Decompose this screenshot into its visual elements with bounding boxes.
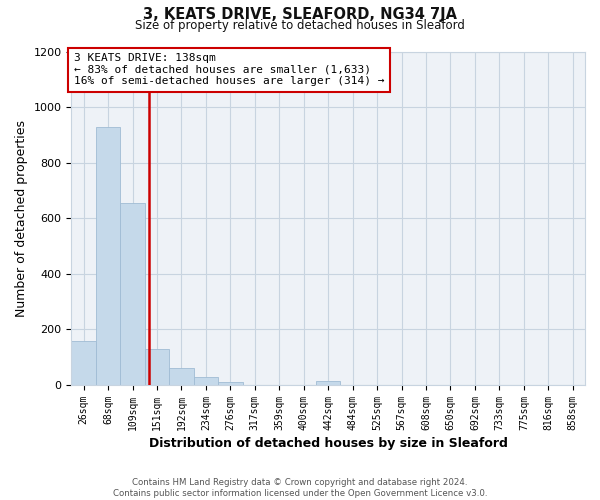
Bar — [194, 378, 218, 385]
Bar — [96, 126, 121, 385]
Bar — [121, 203, 145, 385]
Text: 3, KEATS DRIVE, SLEAFORD, NG34 7JA: 3, KEATS DRIVE, SLEAFORD, NG34 7JA — [143, 8, 457, 22]
Bar — [71, 340, 96, 385]
Bar — [145, 349, 169, 385]
Y-axis label: Number of detached properties: Number of detached properties — [15, 120, 28, 317]
X-axis label: Distribution of detached houses by size in Sleaford: Distribution of detached houses by size … — [149, 437, 508, 450]
Text: Size of property relative to detached houses in Sleaford: Size of property relative to detached ho… — [135, 19, 465, 32]
Bar — [218, 382, 242, 385]
Text: Contains HM Land Registry data © Crown copyright and database right 2024.
Contai: Contains HM Land Registry data © Crown c… — [113, 478, 487, 498]
Text: 3 KEATS DRIVE: 138sqm
← 83% of detached houses are smaller (1,633)
16% of semi-d: 3 KEATS DRIVE: 138sqm ← 83% of detached … — [74, 53, 385, 86]
Bar — [169, 368, 194, 385]
Bar — [316, 381, 340, 385]
